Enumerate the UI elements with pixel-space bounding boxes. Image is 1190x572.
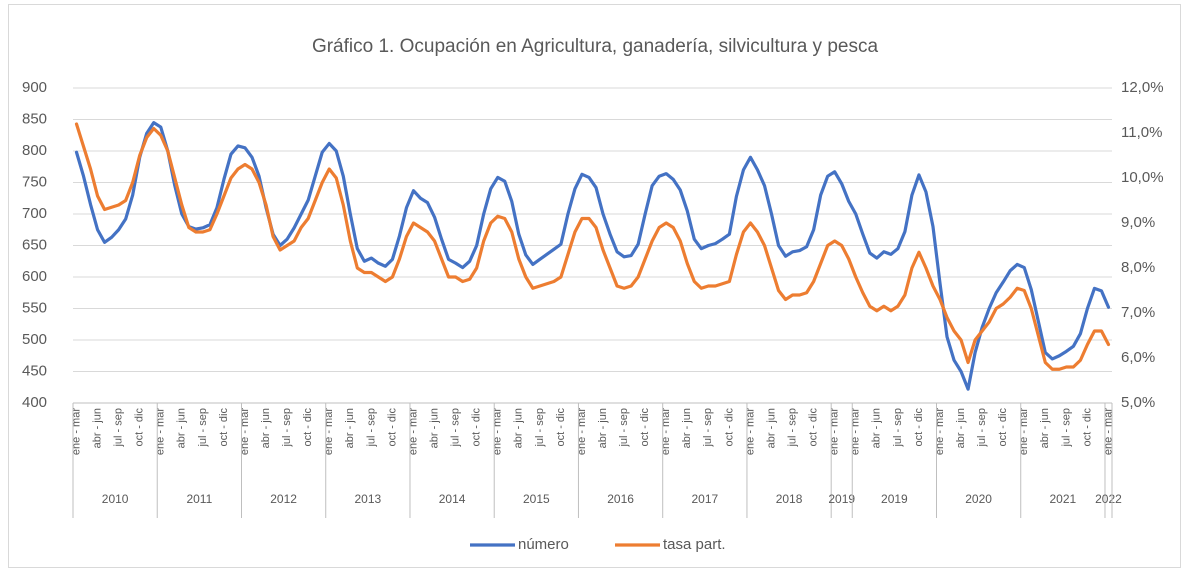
legend-label: tasa part. (663, 536, 726, 553)
x-tick-label: ene - mar (744, 408, 756, 455)
x-tick-label: oct - dic (723, 408, 735, 447)
x-tick-label: abr - jun (1039, 408, 1051, 448)
series-line (74, 122, 1111, 371)
legend-label: número (518, 536, 569, 553)
x-tick-label: abr - jun (597, 408, 609, 448)
x-group-label: 2013 (354, 492, 381, 506)
x-tick-label: jul - sep (197, 408, 209, 448)
x-group-label: 2012 (270, 492, 297, 506)
x-tick-label: oct - dic (808, 408, 820, 447)
x-tick-label: oct - dic (639, 408, 651, 447)
x-tick-label: jul - sep (1060, 408, 1072, 448)
x-tick-label: jul - sep (365, 408, 377, 448)
y2-tick-label: 6,0% (1121, 349, 1155, 366)
y2-tick-label: 8,0% (1121, 259, 1155, 276)
y-tick-label: 700 (22, 205, 47, 222)
x-tick-label: jul - sep (786, 408, 798, 448)
y2-tick-label: 12,0% (1121, 79, 1164, 96)
y-tick-label: 550 (22, 299, 47, 316)
chart-title: Gráfico 1. Ocupación en Agricultura, gan… (312, 36, 879, 57)
x-tick-label: abr - jun (176, 408, 188, 448)
x-tick-label: oct - dic (302, 408, 314, 447)
x-tick-label: oct - dic (555, 408, 567, 447)
x-group-label: 2010 (102, 492, 129, 506)
x-tick-label: abr - jun (955, 408, 967, 448)
y-tick-label: 400 (22, 394, 47, 411)
x-tick-label: jul - sep (281, 408, 293, 448)
x-tick-label: oct - dic (134, 408, 146, 447)
x-tick-label: ene - mar (576, 408, 588, 455)
x-group-label: 2018 (776, 492, 803, 506)
x-tick-label: jul - sep (702, 408, 714, 448)
y-tick-label: 750 (22, 173, 47, 190)
y2-tick-label: 5,0% (1121, 394, 1155, 411)
x-tick-label: ene - mar (1102, 408, 1114, 455)
x-group-label: 2022 (1095, 492, 1122, 506)
x-group-label: 2021 (1050, 492, 1077, 506)
x-tick-label: ene - mar (1018, 408, 1030, 455)
x-tick-label: abr - jun (681, 408, 693, 448)
x-tick-label: oct - dic (386, 408, 398, 447)
x-tick-label: jul - sep (450, 408, 462, 448)
x-tick-label: ene - mar (934, 408, 946, 455)
y-tick-label: 800 (22, 142, 47, 159)
x-tick-label: abr - jun (765, 408, 777, 448)
x-tick-label: oct - dic (471, 408, 483, 447)
x-tick-label: ene - mar (492, 408, 504, 455)
x-group-label: 2019 (828, 492, 855, 506)
x-tick-label: ene - mar (407, 408, 419, 455)
x-tick-label: ene - mar (155, 408, 167, 455)
x-tick-label: ene - mar (239, 408, 251, 455)
x-tick-label: ene - mar (323, 408, 335, 455)
x-tick-label: ene - mar (660, 408, 672, 455)
y2-tick-label: 10,0% (1121, 169, 1164, 186)
chart-frame (8, 4, 1181, 568)
x-tick-label: abr - jun (260, 408, 272, 448)
y2-tick-label: 7,0% (1121, 304, 1155, 321)
y-tick-label: 900 (22, 79, 47, 96)
x-tick-label: oct - dic (1081, 408, 1093, 447)
x-tick-label: jul - sep (892, 408, 904, 448)
y-tick-label: 450 (22, 362, 47, 379)
x-tick-label: ene - mar (829, 408, 841, 455)
x-tick-label: oct - dic (913, 408, 925, 447)
x-tick-label: jul - sep (534, 408, 546, 448)
x-group-label: 2011 (186, 492, 212, 506)
y2-tick-label: 9,0% (1121, 214, 1155, 231)
x-tick-label: abr - jun (871, 408, 883, 448)
x-tick-label: ene - mar (70, 408, 82, 455)
x-group-label: 2014 (439, 492, 466, 506)
x-tick-label: jul - sep (618, 408, 630, 448)
x-tick-label: jul - sep (113, 408, 125, 448)
x-group-label: 2015 (523, 492, 550, 506)
x-tick-label: oct - dic (218, 408, 230, 447)
x-group-label: 2019 (881, 492, 908, 506)
x-tick-label: jul - sep (976, 408, 988, 448)
x-tick-label: oct - dic (997, 408, 1009, 447)
x-tick-label: abr - jun (344, 408, 356, 448)
x-group-label: 2017 (691, 492, 718, 506)
x-tick-label: abr - jun (513, 408, 525, 448)
x-tick-label: ene - mar (850, 408, 862, 455)
x-group-label: 2020 (965, 492, 992, 506)
y-tick-label: 850 (22, 110, 47, 127)
series-line (74, 121, 1111, 391)
y2-tick-label: 11,0% (1121, 124, 1162, 141)
x-tick-label: abr - jun (91, 408, 103, 448)
y-tick-label: 500 (22, 331, 47, 348)
x-group-label: 2016 (607, 492, 634, 506)
y-tick-label: 600 (22, 268, 47, 285)
y-tick-label: 650 (22, 236, 47, 253)
x-tick-label: abr - jun (428, 408, 440, 448)
